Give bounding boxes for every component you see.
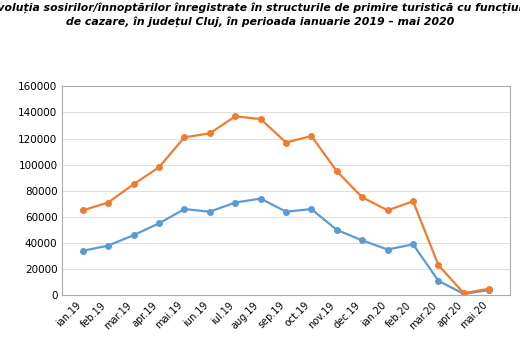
înnoptari: [257, 117, 264, 121]
sosiri: [334, 228, 340, 232]
înnoptari: [156, 165, 162, 170]
Text: Evoluția sosirilor/înnoptărilor înregistrate în structurile de primire turistică: Evoluția sosirilor/înnoptărilor înregist…: [0, 2, 520, 13]
sosiri: [131, 233, 137, 237]
înnoptari: [283, 140, 289, 145]
sosiri: [308, 207, 315, 211]
sosiri: [156, 221, 162, 226]
sosiri: [232, 201, 238, 205]
înnoptari: [80, 208, 86, 212]
înnoptari: [384, 208, 391, 212]
sosiri: [80, 249, 86, 253]
sosiri: [257, 197, 264, 201]
înnoptari: [461, 291, 467, 296]
sosiri: [461, 292, 467, 296]
înnoptari: [206, 131, 213, 135]
înnoptari: [308, 134, 315, 138]
înnoptari: [181, 135, 188, 139]
sosiri: [283, 210, 289, 214]
înnoptari: [359, 195, 366, 199]
înnoptari: [131, 182, 137, 186]
înnoptari: [334, 169, 340, 174]
sosiri: [486, 288, 492, 292]
sosiri: [435, 279, 441, 283]
sosiri: [105, 243, 111, 248]
sosiri: [384, 247, 391, 252]
înnoptari: [435, 263, 441, 267]
înnoptari: [410, 199, 416, 203]
sosiri: [206, 210, 213, 214]
Line: sosiri: sosiri: [80, 196, 492, 297]
sosiri: [181, 207, 188, 211]
Text: de cazare, în județul Cluj, în perioada ianuarie 2019 – mai 2020: de cazare, în județul Cluj, în perioada …: [66, 16, 454, 27]
sosiri: [410, 242, 416, 247]
înnoptari: [105, 201, 111, 205]
sosiri: [359, 238, 366, 243]
Line: înnoptari: înnoptari: [80, 114, 492, 296]
înnoptari: [232, 114, 238, 118]
înnoptari: [486, 287, 492, 291]
